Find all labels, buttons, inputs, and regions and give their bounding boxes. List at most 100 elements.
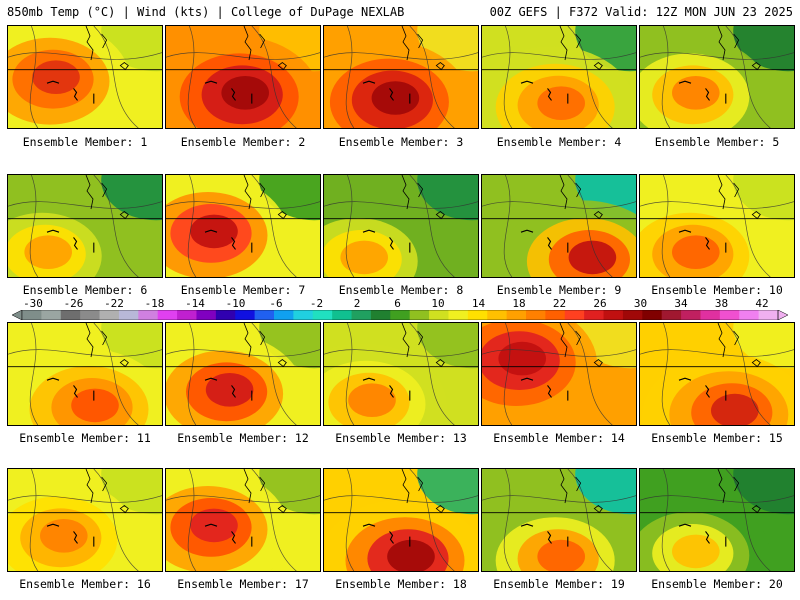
- temperature-field-map: [482, 469, 636, 571]
- colorbar-segment: [196, 310, 217, 320]
- temperature-field-map: [166, 175, 320, 277]
- colorbar-tick-label: -10: [225, 297, 246, 310]
- ensemble-member-label: Ensemble Member: 11: [19, 431, 151, 445]
- temperature-field-map: [482, 26, 636, 128]
- colorbar-segment: [254, 310, 275, 320]
- colorbar-segment: [312, 310, 333, 320]
- temperature-field-map: [482, 175, 636, 277]
- temperature-field-map: [324, 469, 478, 571]
- ensemble-map-panel: [639, 25, 795, 129]
- ensemble-map-panel: [323, 174, 479, 278]
- map-title: 850mb Temp (°C) | Wind (kts) | College o…: [7, 5, 405, 19]
- temperature-field-map: [166, 469, 320, 571]
- ensemble-member-label: Ensemble Member: 12: [177, 431, 309, 445]
- colorbar-segment: [118, 310, 139, 320]
- ensemble-member-label: Ensemble Member: 15: [651, 431, 783, 445]
- colorbar-segment: [60, 310, 81, 320]
- colorbar-segment: [719, 310, 740, 320]
- ensemble-map-panel: [7, 174, 163, 278]
- temperature-field-map: [166, 26, 320, 128]
- colorbar-tick-label: 34: [674, 297, 688, 310]
- temperature-field-map: [482, 323, 636, 425]
- ensemble-map-panel: [7, 468, 163, 572]
- colorbar-min-arrow: [12, 310, 23, 320]
- colorbar-segment: [758, 310, 779, 320]
- ensemble-map-panel: [323, 468, 479, 572]
- colorbar-tick-label: 38: [714, 297, 729, 310]
- colorbar-segment: [429, 310, 449, 320]
- colorbar-segment: [642, 310, 663, 320]
- ensemble-member-label: Ensemble Member: 2: [180, 135, 306, 149]
- colorbar-segment: [157, 310, 178, 320]
- colorbar-tick-label: -2: [309, 297, 324, 310]
- temperature-field-map: [8, 175, 162, 277]
- colorbar-tick-label: 22: [552, 297, 567, 310]
- colorbar-segment: [99, 310, 120, 320]
- colorbar-tick-label: -6: [269, 297, 283, 310]
- temperature-field-map: [640, 323, 794, 425]
- ensemble-map-panel: [481, 174, 637, 278]
- colorbar-tick-labels: -30 -26 -22 -18 -14 -10 -6 -2 2 6 10 14 18 22 26 30 34 38…: [0, 297, 800, 310]
- temperature-field-map: [324, 175, 478, 277]
- ensemble-member-label: Ensemble Member: 6: [22, 283, 148, 297]
- ensemble-member-label: Ensemble Member: 17: [177, 577, 309, 591]
- colorbar-segment: [526, 310, 546, 320]
- temperature-field-map: [640, 26, 794, 128]
- temperature-field-map: [640, 175, 794, 277]
- ensemble-map-panel: [639, 174, 795, 278]
- colorbar-segment: [506, 310, 527, 320]
- colorbar-segment: [80, 310, 101, 320]
- temperature-field-map: [8, 323, 162, 425]
- colorbar-segment: [681, 310, 701, 320]
- colorbar-tick-label: 14: [471, 297, 486, 310]
- colorbar-segment: [739, 310, 760, 320]
- ensemble-map-panel: [165, 174, 321, 278]
- colorbar-tick-label: -26: [63, 297, 84, 310]
- colorbar-tick-label: 30: [633, 297, 648, 310]
- colorbar-segment: [584, 310, 605, 320]
- ensemble-map-panel: [165, 468, 321, 572]
- ensemble-member-label: Ensemble Member: 3: [338, 135, 464, 149]
- ensemble-map-panel: [165, 322, 321, 426]
- ensemble-map-panel: [323, 25, 479, 129]
- colorbar-segment: [603, 310, 624, 320]
- colorbar-segment: [215, 310, 236, 320]
- colorbar-tick-label: -18: [144, 297, 165, 310]
- ensemble-member-label: Ensemble Member: 7: [180, 283, 306, 297]
- colorbar-segment: [564, 310, 585, 320]
- ensemble-member-label: Ensemble Member: 4: [496, 135, 622, 149]
- ensemble-map-panel: [481, 25, 637, 129]
- colorbar-tick-label: -14: [185, 297, 205, 310]
- colorbar-segment: [409, 310, 430, 320]
- ensemble-map-panel: [481, 322, 637, 426]
- colorbar-segment: [545, 310, 566, 320]
- temperature-field-map: [640, 469, 794, 571]
- colorbar-max-arrow: [777, 310, 788, 320]
- colorbar-segment: [274, 310, 294, 320]
- colorbar-segment: [177, 310, 197, 320]
- ensemble-member-label: Ensemble Member: 18: [335, 577, 467, 591]
- ensemble-member-label: Ensemble Member: 19: [493, 577, 625, 591]
- ensemble-member-label: Ensemble Member: 10: [651, 283, 783, 297]
- ensemble-member-label: Ensemble Member: 5: [654, 135, 780, 149]
- ensemble-map-panel: [7, 322, 163, 426]
- colorbar-tick-label: 18: [512, 297, 526, 310]
- ensemble-member-label: Ensemble Member: 1: [22, 135, 148, 149]
- colorbar-tick-label: 6: [394, 297, 401, 310]
- temperature-colorbar: [12, 310, 788, 320]
- temperature-field-map: [324, 323, 478, 425]
- ensemble-member-label: Ensemble Member: 8: [338, 283, 464, 297]
- colorbar-tick-label: 42: [755, 297, 769, 310]
- temperature-field-map: [166, 323, 320, 425]
- ensemble-map-panel: [639, 468, 795, 572]
- colorbar-segment: [448, 310, 469, 320]
- colorbar-segment: [332, 310, 353, 320]
- colorbar-tick-label: 2: [353, 297, 361, 310]
- colorbar-segment: [390, 310, 411, 320]
- ensemble-member-label: Ensemble Member: 13: [335, 431, 467, 445]
- ensemble-member-label: Ensemble Member: 16: [19, 577, 151, 591]
- colorbar-segment: [467, 310, 488, 320]
- ensemble-member-label: Ensemble Member: 14: [493, 431, 625, 445]
- colorbar-segment: [351, 310, 372, 320]
- colorbar-segment: [138, 310, 159, 320]
